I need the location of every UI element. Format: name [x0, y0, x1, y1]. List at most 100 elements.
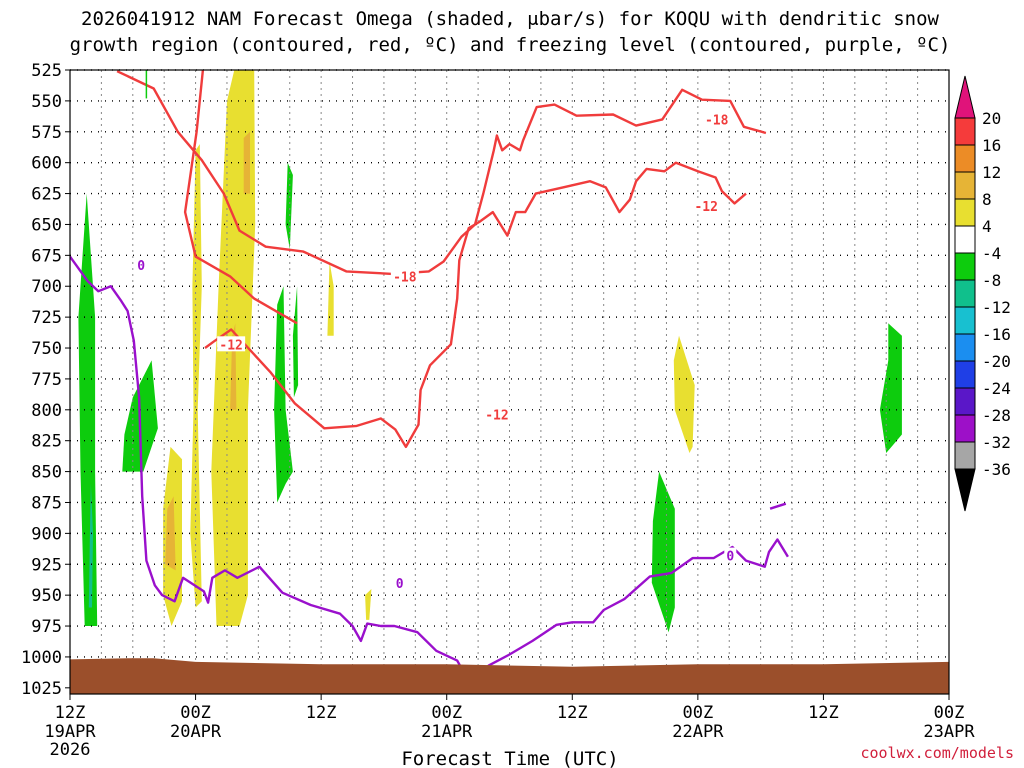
freezing-level-label-bg-1 — [393, 574, 406, 590]
isotherm-minus18-0 — [116, 70, 767, 276]
omega-region-10 — [274, 286, 293, 503]
omega-region-11 — [292, 286, 299, 398]
colorbar-label--32: -32 — [982, 433, 1011, 452]
chart-title-line2: growth region (contoured, red, ºC) and f… — [70, 34, 951, 56]
isotherm-minus12-0 — [204, 161, 747, 449]
y-tick-label-625: 625 — [31, 185, 62, 205]
chart-title-line1: 2026041912 NAM Forecast Omega (shaded, μ… — [81, 8, 939, 30]
colorbar-band--8--4 — [954, 252, 976, 281]
freezing-level-0 — [70, 255, 789, 681]
colorbar-band--12--8 — [954, 279, 976, 308]
x-tick-time-36: 00Z — [431, 703, 462, 723]
x-tick-date-84: 23APR — [923, 722, 975, 742]
omega-region-13 — [365, 589, 372, 620]
colorbar-band--32--28 — [954, 414, 976, 443]
omega-region-12 — [327, 261, 334, 336]
isotherm-minus18-label-bg-0 — [390, 268, 419, 284]
y-tick-label-875: 875 — [31, 493, 62, 513]
omega-region-15 — [673, 335, 695, 453]
omega-region-14 — [651, 471, 675, 633]
x-tick-time-48: 12Z — [557, 703, 588, 723]
freezing-level-label-bg-2 — [724, 547, 737, 563]
colorbar: 20 16 12 8 4 -4 -8 -12 -16 -20 -24 -28 -32 -36 — [954, 75, 1011, 512]
colorbar-label--28: -28 — [982, 406, 1011, 425]
colorbar-band--4-4 — [954, 225, 976, 254]
freezing-level-label-2: 0 — [726, 550, 734, 565]
y-tick-label-575: 575 — [31, 123, 62, 143]
x-tick-year-0: 2026 — [50, 740, 91, 760]
colorbar-label--36: -36 — [982, 460, 1011, 479]
colorbar-bottom-arrow — [954, 468, 976, 512]
contour-lines — [70, 70, 789, 681]
credit-text[interactable]: coolwx.com/models — [860, 744, 1014, 762]
colorbar-label--16: -16 — [982, 325, 1011, 344]
y-tick-label-700: 700 — [31, 277, 62, 297]
colorbar-label-12: 12 — [982, 163, 1001, 182]
x-tick-time-24: 12Z — [306, 703, 337, 723]
colorbar-top-arrow — [954, 75, 976, 119]
y-tick-label-550: 550 — [31, 92, 62, 112]
colorbar-band--28--24 — [954, 387, 976, 416]
colorbar-band-16-20 — [954, 117, 976, 146]
colorbar-band--16--12 — [954, 306, 976, 335]
x-tick-time-12: 00Z — [180, 703, 211, 723]
y-tick-label-800: 800 — [31, 401, 62, 421]
colorbar-band-8-12 — [954, 171, 976, 200]
x-tick-time-72: 12Z — [808, 703, 839, 723]
plot-frame — [69, 69, 950, 695]
omega-region-0 — [78, 193, 98, 626]
gridlines — [70, 69, 949, 694]
omega-region-8 — [243, 131, 250, 194]
freezing-level-1 — [769, 502, 787, 510]
colorbar-label-8: 8 — [982, 190, 992, 209]
x-tick-date-0: 19APR — [44, 722, 96, 742]
x-tick-date-60: 22APR — [672, 722, 724, 742]
isotherm-minus12-label-bg-2 — [692, 197, 721, 213]
y-tick-label-725: 725 — [31, 308, 62, 328]
isotherm-minus12-label-0: -12 — [219, 338, 242, 353]
y-tick-label-600: 600 — [31, 154, 62, 174]
x-tick-time-0: 12Z — [55, 703, 86, 723]
x-tick-date-36: 21APR — [421, 722, 473, 742]
y-tick-label-825: 825 — [31, 432, 62, 452]
freezing-level-label-0: 0 — [137, 259, 145, 274]
colorbar-label-20: 20 — [982, 109, 1001, 128]
isotherm-minus12-label-bg-0 — [217, 336, 246, 352]
x-tick-time-60: 00Z — [682, 703, 713, 723]
colorbar-label-16: 16 — [982, 136, 1001, 155]
x-tick-date-12: 20APR — [170, 722, 222, 742]
colorbar-label--20: -20 — [982, 352, 1011, 371]
colorbar-label-4: 4 — [982, 217, 992, 236]
isotherm-minus12-label-bg-1 — [482, 406, 511, 422]
colorbar-band--36--32 — [954, 441, 976, 470]
y-tick-label-950: 950 — [31, 586, 62, 606]
y-tick-label-525: 525 — [31, 61, 62, 81]
isotherm-minus18-label-1: -18 — [705, 113, 729, 128]
y-tick-label-775: 775 — [31, 370, 62, 390]
freezing-level-label-bg-0 — [135, 257, 148, 273]
isotherm-minus18-label-0: -18 — [393, 270, 417, 285]
colorbar-label--24: -24 — [982, 379, 1011, 398]
terrain-ground — [70, 658, 949, 694]
omega-region-1 — [88, 483, 93, 608]
isotherm-minus18-label-bg-1 — [702, 111, 731, 127]
y-tick-label-1025: 1025 — [21, 679, 62, 699]
colorbar-band--24--20 — [954, 360, 976, 389]
y-tick-label-750: 750 — [31, 339, 62, 359]
terrain — [70, 658, 949, 694]
colorbar-band-4-8 — [954, 198, 976, 227]
colorbar-label--4: -4 — [982, 244, 1001, 263]
isotherm-minus12-label-1: -12 — [485, 409, 508, 424]
omega-region-4 — [165, 496, 176, 571]
y-tick-label-925: 925 — [31, 555, 62, 575]
y-tick-label-900: 900 — [31, 524, 62, 544]
omega-region-5 — [190, 144, 202, 608]
y-tick-label-1000: 1000 — [21, 648, 62, 668]
y-axis: 525 550 575 600 625 650 675 700 725 750 775 800 825 8… — [21, 61, 70, 699]
y-tick-label-675: 675 — [31, 246, 62, 266]
omega-region-9 — [285, 162, 293, 250]
isotherm-minus18-1 — [183, 70, 298, 325]
freezing-level-label-1: 0 — [396, 577, 404, 592]
contour-labels: -18 -18 -12 -12 -12 0 0 0 — [135, 111, 737, 592]
